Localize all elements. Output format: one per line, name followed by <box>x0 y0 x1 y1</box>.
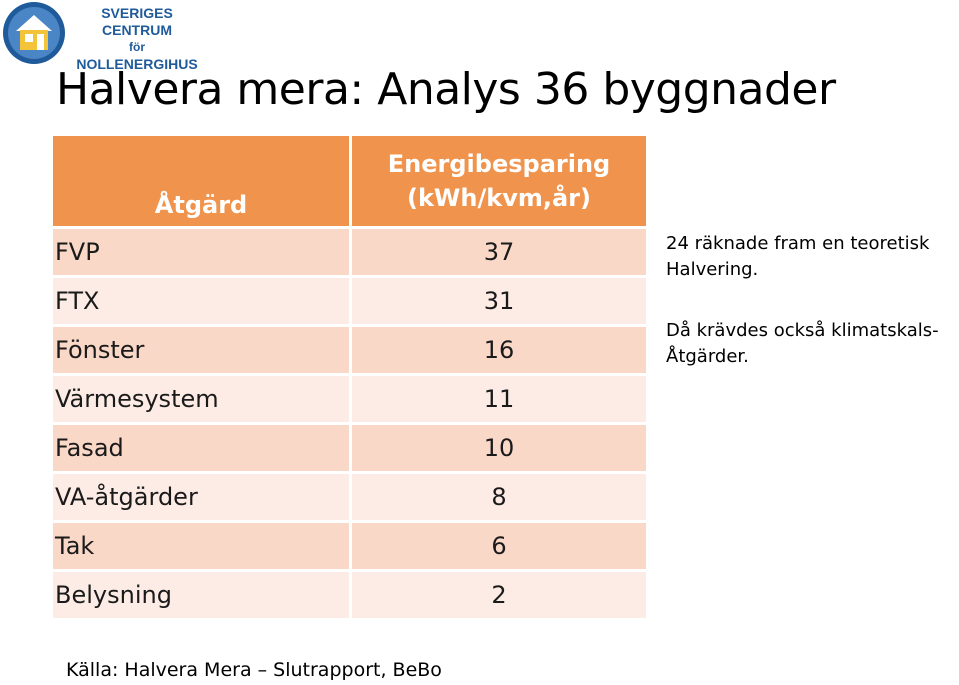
row-value: 2 <box>350 570 646 621</box>
row-measure: FTX <box>53 276 352 327</box>
row-value: 6 <box>350 521 646 572</box>
note-theoretical-halving: 24 räknade fram en teoretisk Halvering. <box>666 231 929 283</box>
logo-line-1: SVERIGES CENTRUM <box>101 5 173 38</box>
slide-title: Halvera mera: Analys 36 byggnader <box>56 64 836 115</box>
header-savings-line1: Energibesparing <box>387 150 611 178</box>
savings-table: Åtgärd Energibesparing (kWh/kvm,år) FVP … <box>53 136 646 621</box>
logo-line-3: NOLLENERGIHUS <box>76 56 198 72</box>
header-measure: Åtgärd <box>53 136 352 229</box>
logo-line-2: för <box>129 40 145 54</box>
table-row: Tak 6 <box>53 521 646 572</box>
row-value: 37 <box>350 227 646 278</box>
logo-text: SVERIGES CENTRUM för NOLLENERGIHUS <box>72 5 202 73</box>
table-row: VA-åtgärder 8 <box>53 472 646 523</box>
table-row: Fönster 16 <box>53 325 646 376</box>
row-measure: Värmesystem <box>53 374 352 425</box>
header-savings: Energibesparing (kWh/kvm,år) <box>350 136 646 229</box>
savings-table-container: Åtgärd Energibesparing (kWh/kvm,år) FVP … <box>53 136 646 621</box>
row-measure: Fönster <box>53 325 352 376</box>
row-measure: VA-åtgärder <box>53 472 352 523</box>
row-measure: Fasad <box>53 423 352 474</box>
row-value: 8 <box>350 472 646 523</box>
table-header-row: Åtgärd Energibesparing (kWh/kvm,år) <box>53 136 646 229</box>
table-row: FTX 31 <box>53 276 646 327</box>
row-value: 31 <box>350 276 646 327</box>
table-row: Värmesystem 11 <box>53 374 646 425</box>
source-citation: Källa: Halvera Mera – Slutrapport, BeBo <box>66 659 442 681</box>
row-measure: FVP <box>53 227 352 278</box>
row-value: 16 <box>350 325 646 376</box>
table-row: Belysning 2 <box>53 570 646 621</box>
table-row: FVP 37 <box>53 227 646 278</box>
note2-line2: Åtgärder. <box>666 346 749 367</box>
row-measure: Belysning <box>53 570 352 621</box>
house-logo-icon <box>3 2 65 64</box>
note1-line1: 24 räknade fram en teoretisk <box>666 233 930 254</box>
table-row: Fasad 10 <box>53 423 646 474</box>
logo: SVERIGES CENTRUM för NOLLENERGIHUS <box>2 1 202 72</box>
note2-line1: Då krävdes också klimatskals- <box>666 320 939 341</box>
row-measure: Tak <box>53 521 352 572</box>
header-savings-line2: (kWh/kvm,år) <box>407 184 591 212</box>
row-value: 11 <box>350 374 646 425</box>
note1-line2: Halvering. <box>666 259 759 280</box>
note-envelope-measures: Då krävdes också klimatskals- Åtgärder. <box>666 318 939 370</box>
row-value: 10 <box>350 423 646 474</box>
